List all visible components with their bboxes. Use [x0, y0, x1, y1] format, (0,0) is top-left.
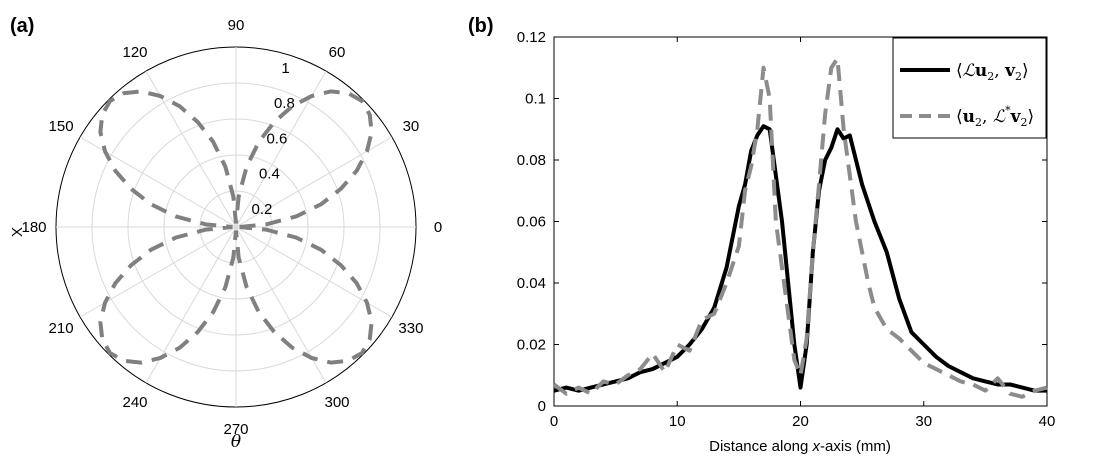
x-tick-label: 10 — [669, 413, 686, 430]
x-tick-label: 40 — [1039, 413, 1056, 430]
panel-a-label: (a) — [10, 15, 34, 37]
legend: ⟨ℒu2, v2⟩ ⟨u2, ℒ*v2⟩ — [892, 37, 1047, 139]
y-tick-label: 0 — [538, 398, 546, 415]
legend-label-series-1: ⟨ℒu2, v2⟩ — [956, 61, 1029, 83]
theta-tick-label: 150 — [49, 118, 74, 135]
line-series — [552, 56, 1048, 399]
line-x-label: Distance along x-axis (mm) — [709, 438, 891, 455]
svg-text:⟨ℒu2, v2⟩: ⟨ℒu2, v2⟩ — [956, 61, 1029, 83]
r-tick-label: 0.4 — [259, 166, 280, 183]
y-tick-label: 0.02 — [517, 337, 546, 354]
series-line-1 — [553, 124, 1047, 393]
y-tick-label: 0.12 — [517, 29, 546, 46]
r-tick-label: 0.6 — [266, 130, 287, 147]
theta-tick-label: 0 — [434, 219, 442, 236]
polar-grid — [55, 46, 417, 408]
theta-tick-label: 210 — [49, 320, 74, 337]
theta-tick-label: 30 — [403, 118, 420, 135]
x-tick-label: 30 — [915, 413, 932, 430]
r-tick-label: 1 — [281, 60, 289, 77]
y-tick-label: 0.1 — [525, 91, 546, 108]
polar-x-label: θ — [231, 432, 241, 452]
legend-box — [892, 37, 1047, 139]
theta-tick-label: 90 — [228, 17, 245, 34]
polar-y-label: X — [9, 227, 26, 237]
axis-ticks: 0 10 20 30 40 0 0.02 0.04 0.06 0.08 0.1 0.12 — [517, 29, 1056, 430]
x-tick-label: 20 — [792, 413, 809, 430]
theta-tick-label: 120 — [122, 44, 147, 61]
y-tick-label: 0.06 — [517, 214, 546, 231]
r-tick-label: 0.2 — [251, 201, 272, 218]
polar-series-line — [98, 89, 374, 365]
polar-spoke — [79, 136, 393, 318]
y-tick-label: 0.08 — [517, 152, 546, 169]
series-line-2 — [552, 56, 1048, 399]
theta-tick-label: 60 — [329, 44, 346, 61]
panel-b-label: (b) — [468, 15, 494, 37]
theta-tick-label: 180 — [21, 219, 46, 236]
line-chart: 0 10 20 30 40 0 0.02 0.04 0.06 0.08 0.1 0.12 ⟨ℒu2, … — [517, 29, 1056, 430]
y-tick-label: 0.04 — [517, 275, 546, 292]
polar-theta-labels: 0 30 60 90 120 150 180 210 240 270 300 330 — [21, 17, 442, 438]
polar-series — [98, 89, 374, 365]
theta-tick-label: 300 — [324, 394, 349, 411]
r-tick-label: 0.8 — [274, 95, 295, 112]
theta-tick-label: 270 — [223, 421, 248, 438]
theta-tick-label: 330 — [398, 320, 423, 337]
theta-tick-label: 240 — [122, 394, 147, 411]
polar-r-labels: 0.2 0.4 0.6 0.8 1 — [251, 60, 294, 218]
x-tick-label: 0 — [550, 413, 558, 430]
